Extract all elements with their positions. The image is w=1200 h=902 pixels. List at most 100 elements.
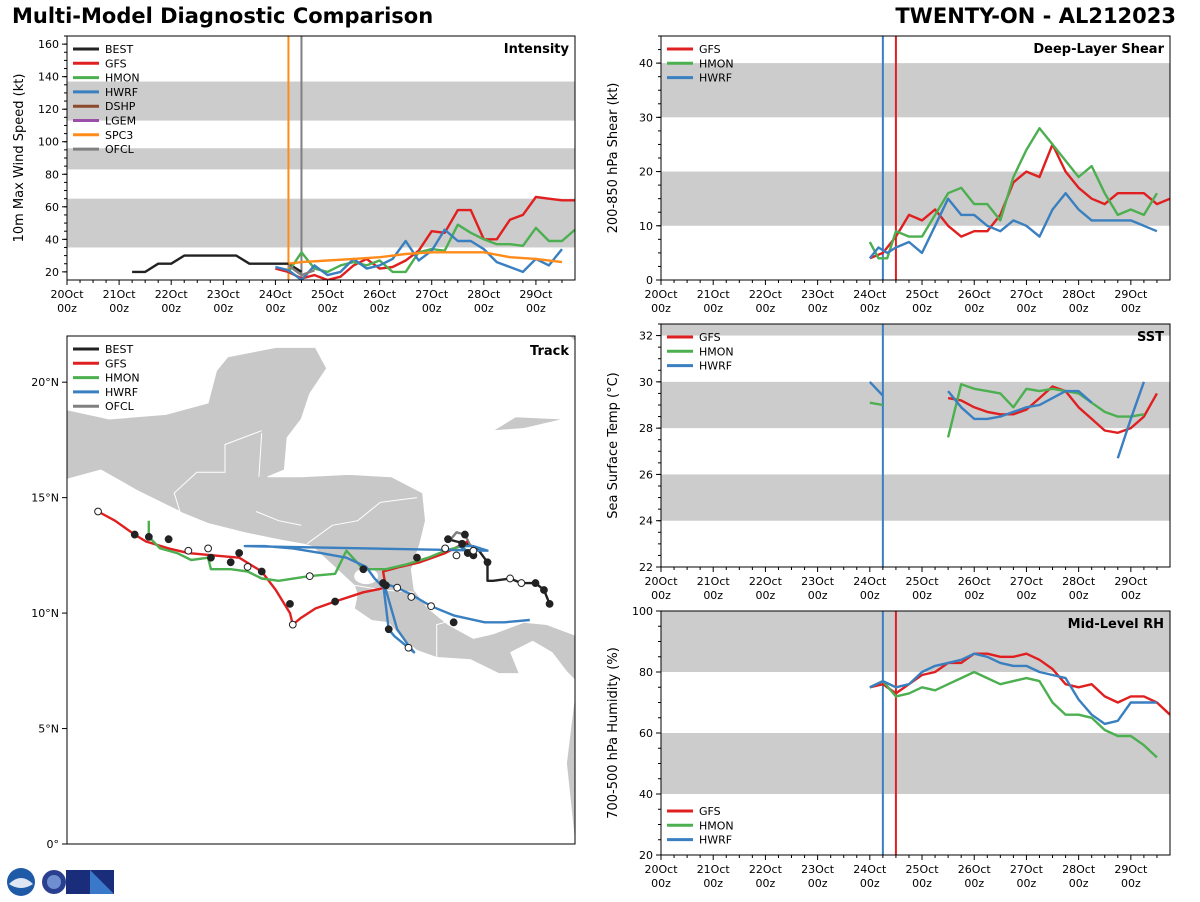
rh-xtick-date: 26Oct — [958, 863, 992, 876]
intensity-xtick-date: 24Oct — [259, 288, 293, 301]
intensity-xtick-date: 21Oct — [103, 288, 137, 301]
track-marker-hmon — [243, 563, 252, 571]
sst-ytick-label: 32 — [639, 330, 653, 343]
sst-series-gfs — [947, 385, 1158, 434]
track-marker-hwrf — [427, 602, 435, 611]
track-border — [306, 497, 418, 545]
intensity-xtick-date: 22Oct — [155, 288, 189, 301]
sst-ytick-label: 24 — [639, 515, 653, 528]
intensity-series-gfs — [275, 195, 575, 280]
track-land — [568, 336, 575, 343]
shear-xtick-hour: 00z — [1069, 302, 1089, 315]
track-legend-hmon: HMON — [105, 372, 140, 385]
intensity-ytick-label: 160 — [38, 38, 59, 51]
track-border — [173, 430, 262, 512]
rh-series-hwrf — [869, 652, 1157, 726]
rh-band — [661, 611, 1170, 672]
intensity-xtick-hour: 00z — [161, 302, 181, 315]
rh-legend-hwrf: HWRF — [699, 834, 732, 847]
track-legend-hwrf: HWRF — [105, 386, 138, 399]
track-marker-best — [531, 579, 540, 587]
track-marker-gfs — [94, 507, 102, 516]
sst-series-hmon — [869, 401, 884, 407]
shear-xtick-date: 27Oct — [1010, 288, 1044, 301]
intensity-xtick-date: 27Oct — [415, 288, 449, 301]
rh-ylabel: 700-500 hPa Humidity (%) — [606, 647, 621, 819]
rh-xtick-hour: 00z — [964, 877, 984, 890]
rh-xtick-date: 27Oct — [1010, 863, 1044, 876]
rh-xtick-date: 28Oct — [1062, 863, 1096, 876]
rh-xtick-hour: 00z — [808, 877, 828, 890]
shear-xtick-date: 24Oct — [853, 288, 887, 301]
track-marker-best — [444, 535, 452, 544]
track-lat-label: 20°N — [31, 376, 59, 389]
track-marker-gfs — [413, 553, 421, 562]
track-land — [402, 336, 491, 337]
track-marker-gfs — [164, 535, 173, 544]
intensity-legend-dshp: DSHP — [105, 100, 136, 113]
shear-legend-hmon: HMON — [699, 57, 734, 70]
rh-xtick-hour: 00z — [1069, 877, 1089, 890]
sst-series-hwrf — [868, 381, 884, 397]
intensity-ytick-label: 120 — [38, 103, 59, 116]
track-marker-hwrf — [379, 579, 387, 587]
sst-xtick-hour: 00z — [651, 589, 671, 602]
track-legend-gfs: GFS — [105, 357, 127, 370]
track-marker-hwrf — [404, 643, 413, 652]
shear-xtick-date: 21Oct — [697, 288, 731, 301]
sst-xtick-date: 24Oct — [853, 575, 887, 588]
track-marker-hmon — [226, 558, 235, 567]
rh-series-gfs — [869, 652, 1170, 716]
intensity-legend-spc3: SPC3 — [105, 129, 133, 142]
sst-band — [661, 324, 1170, 336]
shear-xtick-date: 26Oct — [958, 288, 992, 301]
track-marker-hmon — [184, 546, 193, 555]
intensity-legend-hwrf: HWRF — [105, 86, 138, 99]
shear-xtick-hour: 00z — [860, 302, 880, 315]
rh-ytick-label: 100 — [632, 605, 653, 618]
shear-legend-gfs: GFS — [699, 43, 721, 56]
rh-xtick-hour: 00z — [756, 877, 776, 890]
intensity-ytick-label: 100 — [38, 136, 59, 149]
sst-ytick-label: 30 — [639, 376, 653, 389]
sst-xtick-date: 29Oct — [1114, 575, 1148, 588]
intensity-xtick-date: 23Oct — [207, 288, 241, 301]
page-title: Multi-Model Diagnostic Comparison — [12, 4, 434, 28]
sst-legend-hmon: HMON — [699, 345, 734, 358]
intensity-xtick-date: 20Oct — [50, 288, 84, 301]
intensity-ytick-label: 40 — [45, 233, 59, 246]
shear-xtick-date: 25Oct — [906, 288, 940, 301]
rh-xtick-date: 29Oct — [1114, 863, 1148, 876]
sst-xtick-hour: 00z — [1069, 589, 1089, 602]
shear-xtick-date: 20Oct — [644, 288, 678, 301]
shear-series-gfs — [869, 143, 1170, 260]
track-marker-gfs — [130, 530, 139, 539]
shear-xtick-date: 23Oct — [801, 288, 835, 301]
shear-xtick-date: 28Oct — [1062, 288, 1096, 301]
intensity-panel-label: Intensity — [504, 42, 570, 57]
rh-xtick-date: 24Oct — [853, 863, 887, 876]
sst-xtick-date: 28Oct — [1062, 575, 1096, 588]
sst-panel-label: SST — [1137, 330, 1164, 345]
rh-panel-label: Mid-Level RH — [1068, 617, 1164, 632]
rh-xtick-date: 23Oct — [801, 863, 835, 876]
track-border — [436, 621, 446, 657]
rh-series-hmon — [869, 670, 1158, 759]
intensity-band — [67, 81, 575, 121]
track-marker-hmon — [305, 572, 314, 581]
track-marker-best — [545, 599, 554, 608]
track-marker-hwrf — [449, 618, 458, 627]
sst-band — [661, 474, 1170, 521]
track-lake — [354, 568, 379, 585]
sst-xtick-date: 20Oct — [644, 575, 678, 588]
intensity-ytick-label: 80 — [45, 168, 59, 181]
shear-ylabel: 200-850 hPa Shear (kt) — [606, 83, 621, 234]
intensity-ylabel: 10m Max Wind Speed (kt) — [12, 74, 27, 243]
shear-series-hmon — [868, 126, 1158, 260]
rh-legend-hmon: HMON — [699, 819, 734, 832]
track-marker-gfs — [235, 549, 244, 557]
track-marker-hmon — [207, 553, 215, 562]
rh-xtick-hour: 00z — [651, 877, 671, 890]
track-lat-label: 10°N — [31, 607, 59, 620]
shear-xtick-hour: 00z — [1121, 302, 1141, 315]
